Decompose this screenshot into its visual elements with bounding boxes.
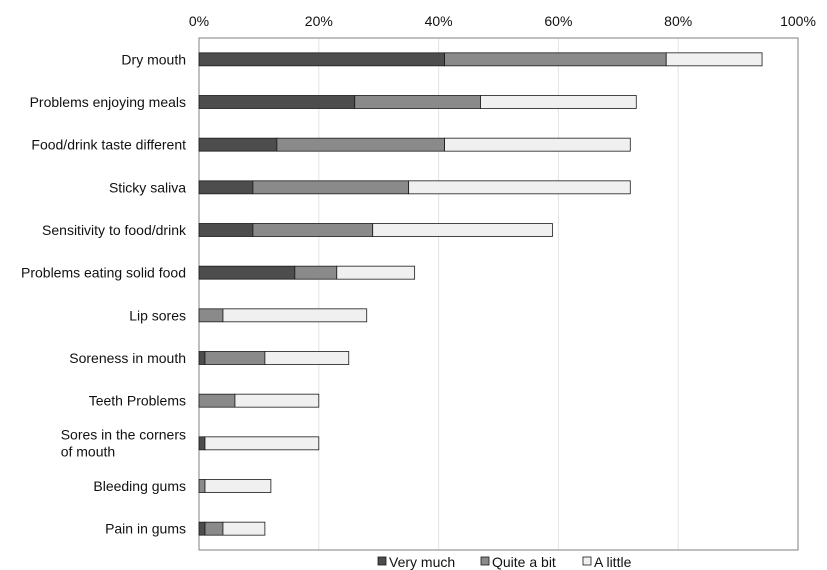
- category-label: Sensitivity to food/drink: [42, 222, 187, 238]
- category-label: Food/drink taste different: [31, 137, 186, 153]
- category-label: Sores in the corners of mouth: [61, 426, 186, 459]
- y-axis-categories: Dry mouth Problems enjoying meals Food/dri…: [21, 51, 187, 536]
- x-tick-label: 20%: [305, 13, 333, 29]
- x-tick-label: 80%: [664, 13, 692, 29]
- category-label: Soreness in mouth: [69, 350, 186, 366]
- legend-label: Very much: [389, 554, 455, 570]
- plot-area: [198, 37, 799, 551]
- legend: Very much Quite a bit A little: [377, 554, 632, 570]
- bar-segment: [198, 436, 206, 451]
- bar-segment: [204, 521, 224, 536]
- bar-segment: [198, 479, 206, 493]
- legend-label: A little: [594, 554, 632, 570]
- legend-swatch: [377, 556, 387, 566]
- legend-swatch: [582, 556, 592, 566]
- bar-segment: [204, 351, 266, 365]
- bar-segment: [252, 223, 374, 237]
- bar-segment: [204, 479, 272, 493]
- category-label: Teeth Problems: [89, 393, 186, 409]
- category-label: Problems enjoying meals: [30, 94, 186, 110]
- bar-segment: [294, 265, 338, 280]
- category-label: Pain in gums: [105, 521, 186, 537]
- bar-segment: [198, 95, 356, 109]
- bar-segment: [264, 351, 350, 365]
- bar-segment: [444, 52, 667, 67]
- bar-segment: [354, 95, 481, 109]
- x-tick-label: 60%: [544, 13, 572, 29]
- category-label: Problems eating solid food: [21, 265, 186, 281]
- x-tick-label: 40%: [425, 13, 453, 29]
- bar-segment: [198, 223, 254, 237]
- bar-segment: [665, 52, 763, 67]
- category-label-line: of mouth: [61, 443, 115, 459]
- bar-segment: [198, 137, 278, 152]
- bar-segment: [222, 308, 368, 323]
- bar-segment: [444, 137, 631, 152]
- bar-segment: [336, 265, 416, 280]
- bar-segment: [480, 95, 637, 109]
- category-label: Bleeding gums: [93, 478, 186, 494]
- bar-segment: [252, 180, 410, 195]
- bar-segment: [204, 436, 320, 451]
- legend-swatch: [480, 556, 490, 566]
- bar-segment: [408, 180, 631, 195]
- legend-label: Quite a bit: [492, 554, 556, 570]
- bar-segment: [198, 351, 206, 365]
- bar-segment: [234, 393, 320, 408]
- bars: [198, 52, 763, 536]
- bar-segment: [222, 521, 266, 536]
- category-label: Dry mouth: [121, 51, 186, 67]
- gridlines: [318, 38, 679, 550]
- bar-segment: [198, 180, 254, 195]
- category-label: Lip sores: [129, 307, 186, 323]
- x-axis: 0% 20% 40% 60% 80% 100%: [189, 13, 816, 29]
- x-tick-label: 100%: [780, 13, 816, 29]
- bar-segment: [198, 393, 236, 408]
- bar-segment: [198, 308, 224, 323]
- bar-segment: [198, 52, 445, 67]
- bar-segment: [276, 137, 445, 152]
- category-label: Sticky saliva: [109, 179, 186, 195]
- x-tick-label: 0%: [189, 13, 209, 29]
- bar-segment: [198, 265, 296, 280]
- bar-segment: [198, 521, 206, 536]
- bar-segment: [372, 223, 553, 237]
- category-label-line: Sores in the corners: [61, 426, 186, 442]
